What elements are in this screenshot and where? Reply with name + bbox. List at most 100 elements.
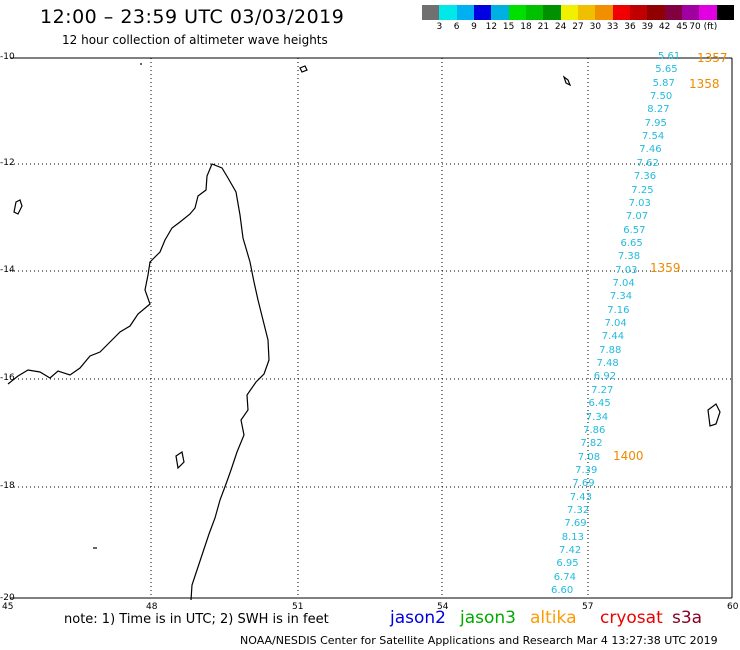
longitude-label: 57 — [582, 602, 594, 612]
color-scale-label: 27 — [572, 22, 584, 32]
color-swatch — [456, 5, 475, 20]
swh-value: 7.69 — [572, 478, 595, 490]
swh-value: 7.44 — [601, 331, 625, 343]
swh-value: 7.43 — [569, 491, 592, 503]
color-scale-label: 42 — [658, 22, 671, 32]
footer-credit: NOAA/NESDIS Center for Satellite Applica… — [240, 634, 718, 647]
color-swatch — [578, 5, 596, 20]
color-scale: 3 6 9 12 15 18 21 24 27 30 33 36 39 42 45 70 (ft) — [422, 5, 735, 35]
swh-value: 7.08 — [577, 451, 601, 463]
color-scale-label: 24 — [554, 22, 567, 32]
time-label: 1400 — [613, 449, 644, 463]
swh-value: 7.07 — [625, 211, 649, 223]
color-scale-label: 6 — [453, 22, 460, 32]
swh-value: 8.27 — [647, 104, 670, 116]
color-scale-label: 3 — [436, 22, 443, 32]
island-mauritius-north — [707, 403, 721, 427]
longitude-label: 51 — [292, 602, 304, 612]
swh-value: 5.87 — [652, 77, 675, 89]
swh-value: 7.62 — [636, 157, 659, 169]
swh-value: 7.95 — [644, 117, 667, 129]
color-scale-label: 39 — [641, 22, 654, 32]
color-scale-label: 15 — [502, 22, 515, 32]
color-swatch — [664, 5, 683, 20]
swh-value: 7.54 — [642, 131, 665, 143]
color-swatch — [526, 5, 544, 20]
island-glorieuses — [299, 65, 308, 73]
swh-value: 7.38 — [617, 251, 641, 263]
map-title: 12:00 – 23:59 UTC 03/03/2019 — [40, 6, 345, 28]
legend-jason3: jason3 — [460, 608, 516, 628]
swh-value: 6.45 — [588, 398, 611, 410]
latitude-label: -12 — [0, 158, 15, 168]
swh-value: 7.69 — [564, 518, 587, 530]
swh-value: 7.86 — [583, 424, 606, 436]
swh-value: 6.74 — [553, 571, 576, 583]
coastline — [7, 63, 721, 601]
legend-s3a: s3a — [672, 608, 703, 628]
swh-value: 6.60 — [551, 585, 574, 596]
color-swatch — [647, 5, 666, 20]
color-swatch — [716, 5, 735, 20]
island-mayotte — [13, 199, 23, 215]
swh-value: 7.88 — [599, 344, 622, 356]
swh-value: 7.82 — [580, 438, 603, 450]
swh-value: 5.65 — [655, 64, 678, 76]
longitude-label: 60 — [727, 602, 739, 612]
color-scale-label: 21 — [537, 22, 550, 32]
swh-value: 7.03 — [615, 264, 638, 276]
swh-value: 7.39 — [575, 464, 598, 476]
swh-value: 7.03 — [628, 197, 651, 209]
map-subtitle: 12 hour collection of altimeter wave hei… — [62, 33, 328, 47]
swh-value: 6.95 — [556, 558, 579, 570]
color-swatch — [439, 5, 458, 20]
longitude-label: 45 — [2, 602, 14, 612]
color-swatch — [612, 5, 631, 20]
color-swatch — [699, 5, 718, 20]
swh-value: 5.61 — [658, 51, 681, 62]
swh-value: 7.25 — [631, 184, 654, 196]
legend-cryosat: cryosat — [600, 608, 663, 628]
swh-value: 8.13 — [561, 531, 584, 543]
swh-value: 7.36 — [633, 171, 657, 183]
swh-value: 6.57 — [623, 224, 646, 236]
note-text: note: 1) Time is in UTC; 2) SWH is in fe… — [64, 612, 329, 627]
color-scale-label: 36 — [624, 22, 636, 32]
color-scale-label: 18 — [520, 22, 532, 32]
swh-value: 7.34 — [609, 291, 633, 303]
color-scale-label: 30 — [589, 22, 602, 32]
color-scale-label: 33 — [606, 22, 619, 32]
color-swatch — [595, 5, 614, 20]
time-label: 1357 — [697, 51, 728, 65]
latitude-label: -20 — [0, 593, 15, 603]
swh-value: 7.34 — [585, 411, 609, 423]
swh-value: 7.50 — [650, 91, 673, 102]
madagascar-coastline — [7, 163, 270, 601]
longitude-label: 54 — [437, 602, 449, 612]
latitude-label: -16 — [0, 373, 15, 383]
legend-jason2: jason2 — [390, 608, 446, 628]
swh-value: 7.46 — [639, 144, 662, 156]
swh-value: 7.04 — [604, 318, 627, 329]
latitude-label: -18 — [0, 481, 15, 491]
color-scale-label: 12 — [485, 22, 498, 32]
map-frame — [10, 57, 733, 599]
swh-value: 7.32 — [567, 504, 590, 516]
color-scale-label: 45 — [676, 22, 688, 32]
color-swatch — [474, 5, 492, 20]
island-tromelin — [562, 75, 572, 87]
swh-value: 6.92 — [593, 371, 617, 383]
color-scale-label: 70 (ft) — [689, 22, 718, 32]
color-scale-label: 9 — [471, 22, 477, 32]
graticule — [10, 58, 732, 598]
latitude-label: -14 — [0, 265, 15, 275]
color-swatch — [560, 5, 579, 20]
color-swatch — [491, 5, 510, 20]
color-swatch — [682, 5, 700, 20]
swh-value: 7.04 — [612, 277, 635, 289]
swh-value: 7.48 — [596, 358, 619, 369]
time-label: 1358 — [689, 77, 720, 91]
swh-value: 7.27 — [591, 384, 614, 396]
legend-altika: altika — [530, 608, 577, 628]
